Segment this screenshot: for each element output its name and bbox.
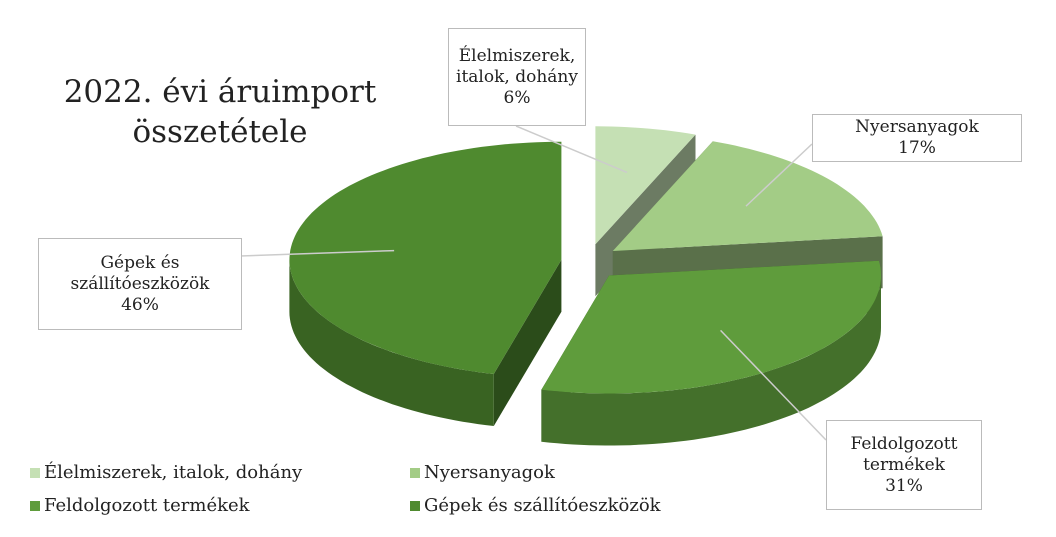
slice-wall <box>289 259 494 426</box>
slice <box>612 141 883 251</box>
leader-line <box>239 249 395 257</box>
data-label-name: Gépek és szállítóeszközök <box>70 252 210 294</box>
slice <box>595 126 696 245</box>
leader-line <box>515 125 628 174</box>
legend-label: Gépek és szállítóeszközök <box>424 495 661 516</box>
legend-swatch <box>30 500 40 511</box>
data-label: Gépek és szállítóeszközök 46% <box>38 238 242 330</box>
data-label: Feldolgozott termékek 31% <box>826 420 982 510</box>
legend-item: Feldolgozott termékek <box>30 495 410 516</box>
data-label-value: 17% <box>898 138 936 158</box>
data-label: Élelmiszerek, italok, dohány 6% <box>448 28 586 126</box>
slice-wall <box>541 275 881 446</box>
data-label-name: Élelmiszerek, italok, dohány <box>456 45 578 87</box>
legend-item: Élelmiszerek, italok, dohány <box>30 462 410 483</box>
leader-line <box>720 329 827 441</box>
chart-title: 2022. évi áruimport összetétele <box>63 74 377 150</box>
slice <box>289 141 562 374</box>
data-label-name: Nyersanyagok <box>855 117 979 137</box>
data-label-value: 31% <box>885 475 923 496</box>
legend: Élelmiszerek, italok, dohány Nyersanyagok… <box>30 462 790 516</box>
legend-item: Nyersanyagok <box>410 462 790 483</box>
data-label-name: Feldolgozott termékek <box>850 433 958 475</box>
legend-label: Élelmiszerek, italok, dohány <box>44 462 303 483</box>
data-label: Nyersanyagok 17% <box>812 114 1022 162</box>
legend-swatch <box>30 467 40 478</box>
slice-side <box>493 259 562 426</box>
legend-swatch <box>410 467 420 478</box>
legend-label: Feldolgozott termékek <box>44 495 250 516</box>
leader-line <box>745 143 813 207</box>
legend-label: Nyersanyagok <box>424 462 555 483</box>
legend-item: Gépek és szállítóeszközök <box>410 495 790 516</box>
slice <box>541 260 881 394</box>
data-label-value: 46% <box>121 294 159 315</box>
legend-swatch <box>410 500 420 511</box>
data-label-value: 6% <box>503 87 531 108</box>
